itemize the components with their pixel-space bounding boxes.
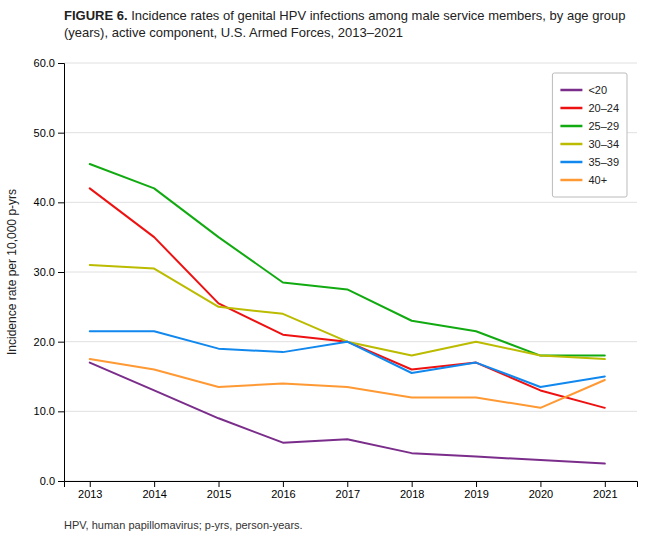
tick: 30.0 bbox=[34, 266, 64, 278]
tick-mark bbox=[219, 481, 220, 487]
grid bbox=[64, 63, 637, 481]
tick: 2016 bbox=[271, 481, 295, 500]
subtitle: Incidence rates of genital HPV infection… bbox=[131, 8, 625, 23]
grid-line bbox=[64, 411, 637, 412]
axis-line bbox=[58, 64, 65, 482]
tick: 20.0 bbox=[34, 336, 64, 348]
tick-mark bbox=[58, 342, 64, 343]
legend-item: 35–39 bbox=[560, 156, 619, 168]
tick: 40.0 bbox=[34, 196, 64, 208]
tick-mark bbox=[476, 481, 477, 487]
tick-label: 20.0 bbox=[34, 336, 55, 348]
tick-mark bbox=[605, 481, 606, 487]
legend-label: 20–24 bbox=[588, 102, 619, 114]
line bbox=[90, 359, 605, 408]
tick-label: 2021 bbox=[593, 488, 617, 500]
tick: 2013 bbox=[78, 481, 102, 500]
tick-mark bbox=[58, 202, 64, 203]
tick-label: 60.0 bbox=[34, 57, 55, 69]
tick-label: 2013 bbox=[78, 488, 102, 500]
tick: 0.0 bbox=[40, 475, 64, 487]
legend-swatch bbox=[560, 161, 582, 164]
tick-label: 2014 bbox=[142, 488, 166, 500]
title-line: FIGURE 6.Incidence rates of genital HPV … bbox=[64, 8, 625, 23]
tick: 60.0 bbox=[34, 57, 64, 69]
line bbox=[90, 363, 605, 464]
tick-mark bbox=[540, 481, 541, 487]
x-axis: 2013 2014 2015 2016 2017 2018 2019 2020 2021 bbox=[65, 481, 638, 500]
legend-swatch bbox=[560, 89, 582, 92]
legend-item: <20 bbox=[560, 84, 607, 96]
grid-line bbox=[64, 202, 637, 203]
grid-line bbox=[64, 63, 637, 64]
axis-line bbox=[65, 482, 638, 488]
tick-label: 10.0 bbox=[34, 405, 55, 417]
tick-label: 40.0 bbox=[34, 196, 55, 208]
tick: 2014 bbox=[142, 481, 166, 500]
tick: 2015 bbox=[207, 481, 231, 500]
tick-mark bbox=[58, 63, 64, 64]
tick-mark bbox=[58, 272, 64, 273]
grid-line bbox=[64, 132, 637, 133]
footnote: HPV, human papillomavirus; p-yrs, person… bbox=[64, 519, 303, 531]
legend-item: 30–34 bbox=[560, 138, 619, 150]
plot: 2013 2014 2015 2016 2017 2018 2019 2020 2021 0.0 1… bbox=[34, 57, 638, 500]
subtitle: (years), active component, U.S. Armed Fo… bbox=[64, 25, 403, 40]
title: FIGURE 6. bbox=[64, 8, 128, 23]
tick-mark bbox=[283, 481, 284, 487]
tick-mark bbox=[154, 481, 155, 487]
line bbox=[90, 331, 605, 387]
legend: <20 20–24 25–29 30–34 35–39 40+ bbox=[552, 73, 627, 197]
chart: FIGURE 6.Incidence rates of genital HPV … bbox=[0, 0, 653, 539]
tick-label: 2016 bbox=[271, 488, 295, 500]
tick-mark bbox=[58, 481, 64, 482]
tick: 50.0 bbox=[34, 127, 64, 139]
tick-label: 0.0 bbox=[40, 475, 55, 487]
legend-item: 40+ bbox=[560, 174, 607, 186]
series-group bbox=[90, 164, 605, 464]
tick: 10.0 bbox=[34, 405, 64, 417]
legend-label: 30–34 bbox=[588, 138, 619, 150]
tick-mark bbox=[58, 133, 64, 134]
legend-swatch bbox=[560, 125, 582, 128]
tick-mark bbox=[58, 411, 64, 412]
legend-item: 25–29 bbox=[560, 120, 619, 132]
tick-label: 2020 bbox=[529, 488, 553, 500]
line bbox=[90, 164, 605, 356]
legend-item: 20–24 bbox=[560, 102, 619, 114]
tick-label: 2018 bbox=[400, 488, 424, 500]
tick-label: 2015 bbox=[207, 488, 231, 500]
legend-label: 35–39 bbox=[588, 156, 619, 168]
tick: 2020 bbox=[529, 481, 553, 500]
tick-mark bbox=[90, 481, 91, 487]
tick-label: 2019 bbox=[464, 488, 488, 500]
legend-label: <20 bbox=[588, 84, 607, 96]
grid-line bbox=[64, 272, 637, 273]
tick: 2018 bbox=[400, 481, 424, 500]
tick-mark bbox=[412, 481, 413, 487]
y-axis-title: Incidence rate per 10,000 p-yrs bbox=[5, 189, 19, 355]
legend-swatch bbox=[560, 179, 582, 182]
legend-label: 40+ bbox=[588, 174, 607, 186]
line bbox=[90, 188, 605, 407]
legend-swatch bbox=[560, 107, 582, 110]
tick: 2017 bbox=[336, 481, 360, 500]
y-axis: 0.0 10.0 20.0 30.0 40.0 50.0 60.0 bbox=[34, 57, 65, 487]
tick-mark bbox=[347, 481, 348, 487]
legend-label: 25–29 bbox=[588, 120, 619, 132]
tick-label: 2017 bbox=[336, 488, 360, 500]
tick-label: 30.0 bbox=[34, 266, 55, 278]
line bbox=[90, 265, 605, 359]
tick: 2019 bbox=[464, 481, 488, 500]
legend-swatch bbox=[560, 143, 582, 146]
legend-box bbox=[552, 73, 627, 197]
tick: 2021 bbox=[593, 481, 617, 500]
tick-label: 50.0 bbox=[34, 127, 55, 139]
